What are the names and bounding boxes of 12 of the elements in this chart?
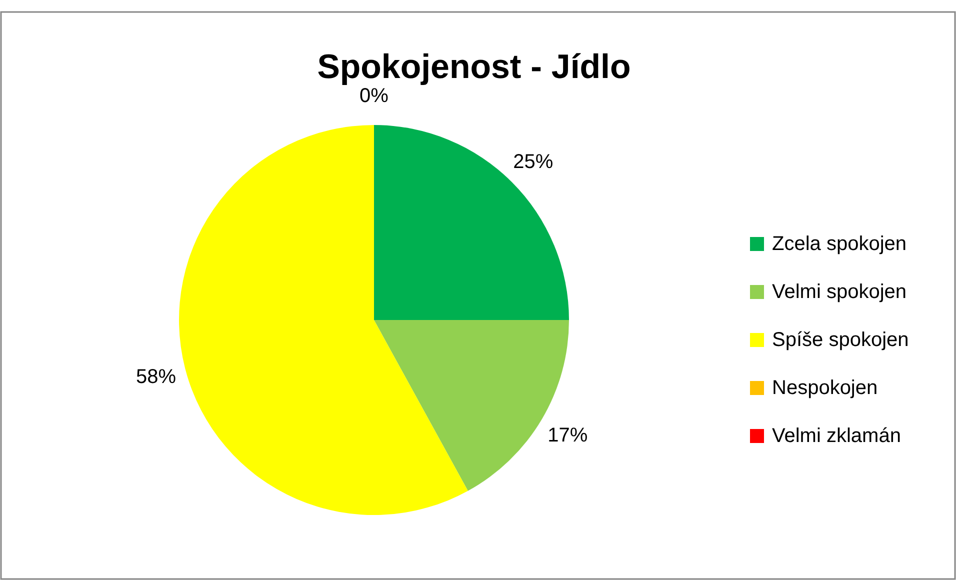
legend-label: Velmi zklamán bbox=[772, 425, 901, 447]
data-label: 58% bbox=[136, 366, 176, 388]
text: 0% bbox=[360, 85, 388, 107]
pie-slice bbox=[374, 125, 569, 320]
data-label: 25% bbox=[513, 150, 554, 173]
chart-title: Spokojenost - Jídlo bbox=[317, 48, 631, 86]
legend-label: Velmi spokojen bbox=[772, 281, 907, 303]
legend-label: Nespokojen bbox=[772, 377, 878, 399]
pie-slice bbox=[179, 125, 468, 515]
legend-label: Zcela spokojen bbox=[772, 233, 907, 255]
legend-label: Spíše spokojen bbox=[772, 329, 909, 351]
data-label: 17% bbox=[548, 424, 588, 447]
